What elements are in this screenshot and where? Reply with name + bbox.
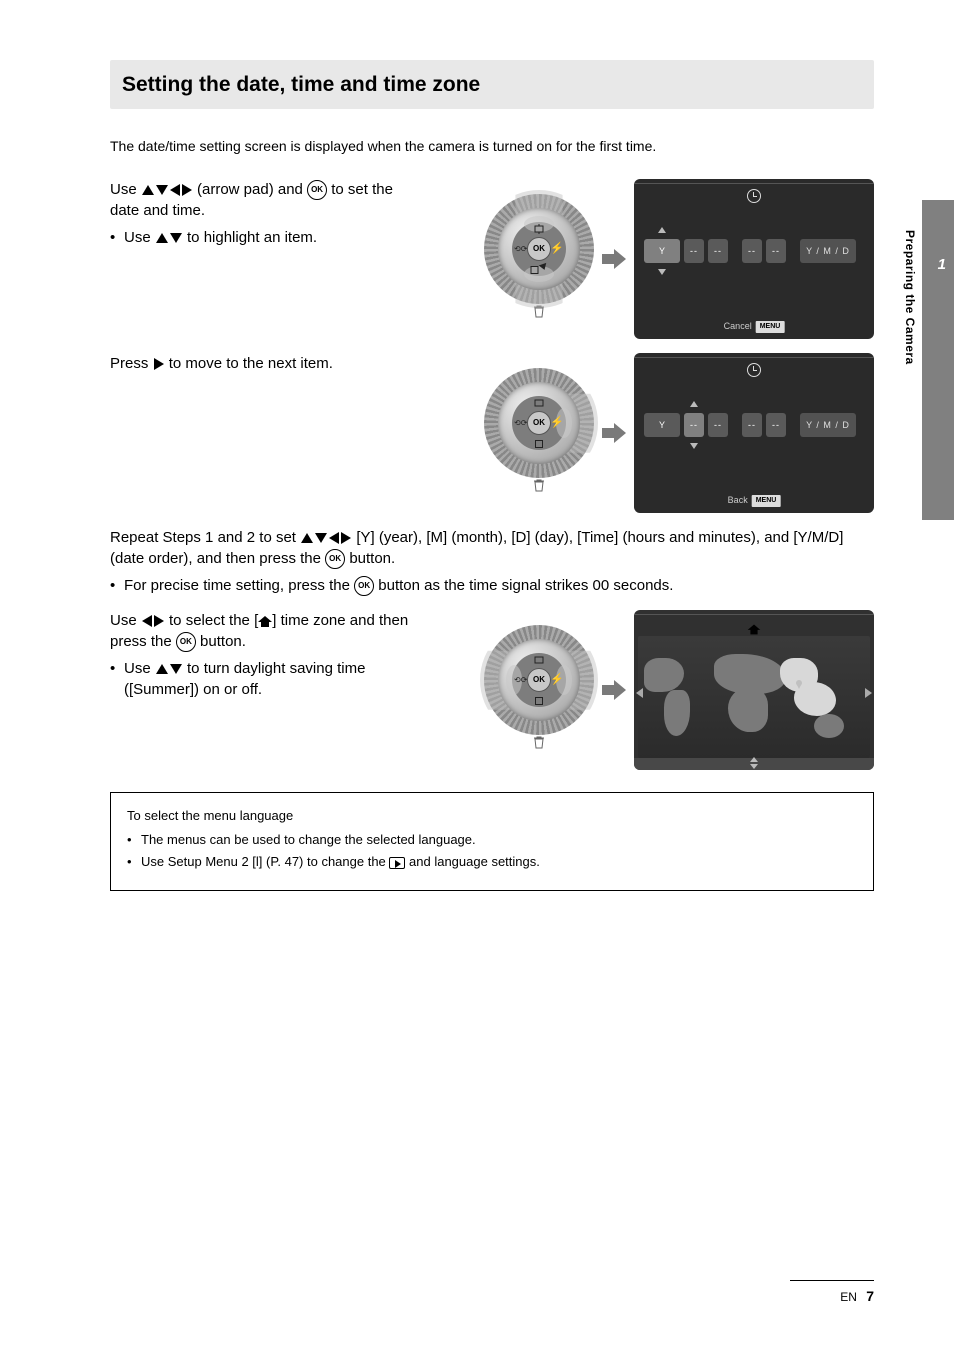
step3-note-suf: button as the time signal strikes 00 sec… [378,577,673,594]
timezone-map-screen [634,610,874,770]
section-title: Setting the date, time and time zone [110,60,874,109]
back-label: Back [728,494,748,507]
arrow-icon [602,249,626,269]
up-arrow-icon [750,757,758,762]
side-tab-number: 1 [938,254,946,275]
trash-icon [532,735,546,755]
order-field: Y / M / D [800,239,856,263]
month-field: -- [684,239,704,263]
page-number: 7 [866,1288,874,1304]
ok-icon: OK [176,632,196,652]
home-icon [258,614,272,628]
right-arrow-icon [865,688,872,698]
step-3: 3 Repeat Steps 1 and 2 to set [Y] (year)… [110,527,874,596]
step4-end: button. [200,633,246,650]
up-icon [156,664,168,674]
note-heading: To select the menu language [127,807,857,825]
step3-note-pre: For precise time setting, press the [124,577,354,594]
month-field: -- [684,413,704,437]
year-field: Y [644,239,680,263]
hour-field: -- [742,413,762,437]
dial-illustration: ⟲⟳ ⚡ OK [484,194,594,324]
dial-illustration: ⟲⟳ ⚡ OK [484,625,594,755]
right-icon [341,532,351,544]
left-icon [329,532,339,544]
menu-tag: MENU [756,321,785,333]
clock-icon [747,363,761,377]
ok-icon: OK [325,549,345,569]
arrow-icon [602,423,626,443]
day-field: -- [708,239,728,263]
step4-sub-pre: Use [124,660,155,677]
down-arrow-icon [750,764,758,769]
down-icon [170,233,182,243]
note-item: The menus can be used to change the sele… [127,831,857,849]
clock-icon [747,189,761,203]
left-icon [170,184,180,196]
step-2: 2 Press to move to the next item. [110,353,874,513]
up-icon [301,533,313,543]
order-field: Y / M / D [800,413,856,437]
down-icon [170,664,182,674]
step4-mid: to select the [ [169,612,258,629]
step1-pre: Use [110,181,141,198]
step4-pre: Use [110,612,141,629]
year-field: Y [644,413,680,437]
step1-sub-pre: Use [124,229,155,246]
min-field: -- [766,413,786,437]
intro-text: The date/time setting screen is displaye… [110,137,874,157]
step2-suf: to move to the next item. [169,355,333,372]
right-icon [182,184,192,196]
ok-icon: OK [354,576,374,596]
min-field: -- [766,239,786,263]
menu-tag: MENU [752,495,781,507]
step2-pre: Press [110,355,153,372]
step3-suf: button. [349,550,395,567]
home-icon [748,623,761,636]
left-icon [142,615,152,627]
day-field: -- [708,413,728,437]
ok-icon: OK [307,180,327,200]
side-tab-text: Preparing the Camera [901,230,918,365]
note-item: Use Setup Menu 2 [l] (P. 47) to change t… [127,853,857,871]
cancel-label: Cancel [724,320,752,333]
down-icon [156,185,168,195]
playback-icon [389,857,405,869]
step1-sub-suf: to highlight an item. [187,229,317,246]
right-icon [154,615,164,627]
side-tab [922,200,954,520]
step-1: 1 Use (arrow pad) and OK to set the date… [110,179,874,339]
page-footer: EN 7 [790,1280,874,1307]
clock-screen-1: Y -- -- -- -- Y / M / D Cancel MENU [634,179,874,339]
down-icon [315,533,327,543]
left-arrow-icon [636,688,643,698]
up-icon [142,185,154,195]
footer-lang: EN [840,1290,857,1304]
note-box: To select the menu language The menus ca… [110,792,874,891]
step3-text: Repeat Steps 1 and 2 to set [110,529,300,546]
trash-icon [532,478,546,498]
hour-field: -- [742,239,762,263]
dial-illustration: ⟲⟳ ⚡ OK [484,368,594,498]
clock-screen-2: Y -- -- -- -- Y / M / D Back MENU [634,353,874,513]
right-icon [154,358,164,370]
arrow-icon [602,680,626,700]
up-icon [156,233,168,243]
step-4: 4 Use to select the [] time zone and the… [110,610,874,770]
